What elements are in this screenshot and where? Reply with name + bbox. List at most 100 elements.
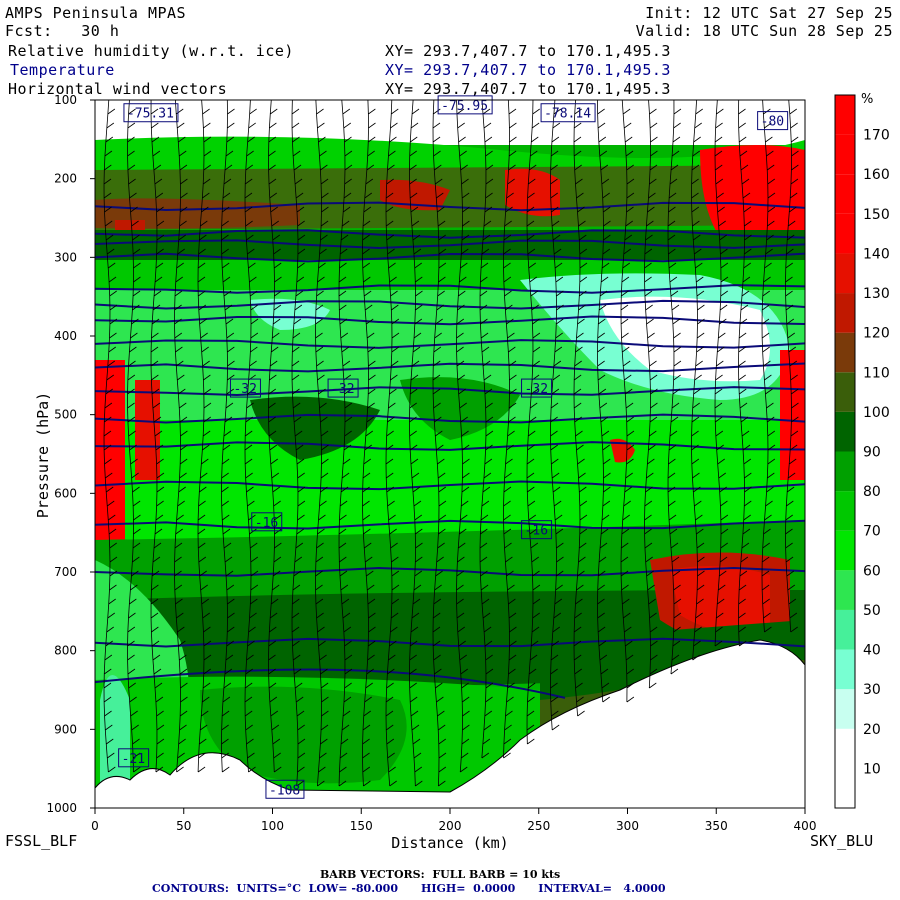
wind-barb-column	[174, 100, 188, 773]
wind-barb-column	[197, 100, 212, 773]
isotherm	[95, 637, 805, 648]
contour-label-box	[327, 378, 359, 398]
colorbar-tick-label: 150	[863, 207, 890, 223]
x-tick-label: 300	[616, 819, 639, 833]
wind-barb-column	[150, 100, 165, 773]
isotherm	[95, 413, 805, 424]
contour-label-box	[521, 520, 553, 540]
isotherm	[95, 519, 805, 530]
x-tick-label: 0	[91, 819, 99, 833]
colorbar-swatch	[835, 253, 855, 294]
x-axis-ticks: 0 50 100 150 200 250 300 350 400	[91, 808, 816, 833]
colorbar-swatch	[835, 609, 855, 650]
wind-barb-column	[103, 100, 118, 773]
barb-note: BARB VECTORS: FULL BARB = 10 kts	[320, 868, 561, 881]
isotherm	[95, 567, 805, 577]
wind-barb-column	[244, 100, 259, 773]
model-title: AMPS Peninsula MPAS	[5, 4, 187, 22]
y-tick-label: 600	[54, 486, 77, 500]
contour-label-box	[251, 512, 283, 532]
wind-barb-column	[385, 100, 400, 787]
isotherm	[95, 362, 805, 373]
xy-temperature: XY= 293.7,407.7 to 170.1,495.3	[385, 61, 671, 79]
contour-label-box	[265, 779, 305, 799]
colorbar-swatch	[835, 213, 855, 254]
colorbar-swatch	[835, 491, 855, 531]
wind-barb-column	[291, 100, 306, 787]
y-tick-label: 200	[54, 172, 77, 186]
wind-barb-column	[761, 100, 776, 633]
colorbar-swatch	[835, 689, 855, 729]
contour-label-box	[540, 103, 596, 123]
contour-label: -21	[122, 752, 145, 767]
field-wind: Horizontal wind vectors	[8, 80, 228, 98]
contour-label-box	[757, 111, 789, 131]
colorbar-swatch	[835, 411, 855, 452]
x-tick-label: 100	[261, 819, 284, 833]
wind-barb-column	[268, 100, 282, 773]
contour-label: -32	[525, 382, 548, 397]
left-station-label: FSSL_BLF	[5, 832, 77, 850]
colorbar-tick-label: 40	[863, 643, 881, 659]
colorbar-swatch	[835, 174, 855, 214]
y-tick-label: 100	[54, 93, 77, 107]
wind-barb-column	[597, 100, 611, 703]
y-tick-label: 300	[54, 250, 77, 264]
wind-barb-column	[362, 100, 376, 787]
colorbar-tick-label: 70	[863, 524, 881, 540]
rh-field	[95, 100, 805, 808]
contour-label-box	[123, 103, 179, 123]
xy-wind: XY= 293.7,407.7 to 170.1,495.3	[385, 80, 671, 98]
wind-barb-column	[503, 100, 517, 759]
wind-barb-column	[550, 100, 564, 731]
contour-label-box	[118, 748, 150, 768]
contour-label-box	[437, 95, 493, 115]
colorbar-tick-label: 80	[863, 484, 881, 500]
contour-label: -75.31	[127, 107, 174, 122]
colorbar-units: %	[861, 92, 873, 107]
contour-label-box	[521, 378, 553, 398]
colorbar-tick-label: 170	[863, 128, 890, 144]
colorbar-tick-label: 100	[863, 405, 890, 421]
y-axis-label: Pressure (hPa)	[34, 392, 52, 518]
contour-label: -108	[269, 783, 300, 798]
contour-label: -32	[233, 382, 256, 397]
colorbar-tick-label: 30	[863, 682, 881, 698]
colorbar-swatch	[835, 332, 855, 373]
x-tick-label: 200	[439, 819, 462, 833]
colorbar-tick-label: 20	[863, 722, 881, 738]
isotherm	[95, 252, 805, 263]
isotherm	[95, 386, 805, 397]
isotherm	[95, 229, 805, 239]
isotherm	[95, 339, 805, 349]
contour-label: -75.95	[441, 99, 488, 114]
isotherm	[95, 441, 805, 451]
wind-barb-column	[315, 100, 329, 787]
valid-time: Valid: 18 UTC Sun 28 Sep 25	[635, 22, 893, 40]
colorbar-swatch	[835, 451, 855, 492]
wind-barb-column	[526, 100, 541, 745]
wind-barb-column	[409, 100, 423, 787]
y-tick-label: 900	[54, 722, 77, 736]
wind-barb-column	[432, 100, 447, 787]
isotherm	[95, 480, 805, 491]
contour-label: -16	[525, 524, 548, 539]
colorbar-frame	[834, 94, 856, 809]
y-tick-label: 400	[54, 329, 77, 343]
wind-barb-column	[620, 100, 635, 703]
xy-rh: XY= 293.7,407.7 to 170.1,495.3	[385, 42, 671, 60]
wind-barb-column	[738, 100, 752, 647]
colorbar-tick-label: 130	[863, 286, 890, 302]
colorbar-tick-label: 120	[863, 326, 890, 342]
wind-barbs	[103, 100, 799, 787]
colorbar-tick-label: 10	[863, 761, 881, 777]
wind-barb-column	[785, 100, 799, 633]
y-axis-ticks: 100 200 300 400 500 600 700 800 900 1000	[46, 93, 95, 815]
wind-barb-column	[479, 100, 494, 759]
wind-barb-column	[691, 100, 705, 661]
isotherm	[95, 239, 805, 249]
colorbar-swatch	[835, 372, 855, 412]
x-tick-label: 250	[527, 819, 550, 833]
x-tick-label: 50	[176, 819, 191, 833]
